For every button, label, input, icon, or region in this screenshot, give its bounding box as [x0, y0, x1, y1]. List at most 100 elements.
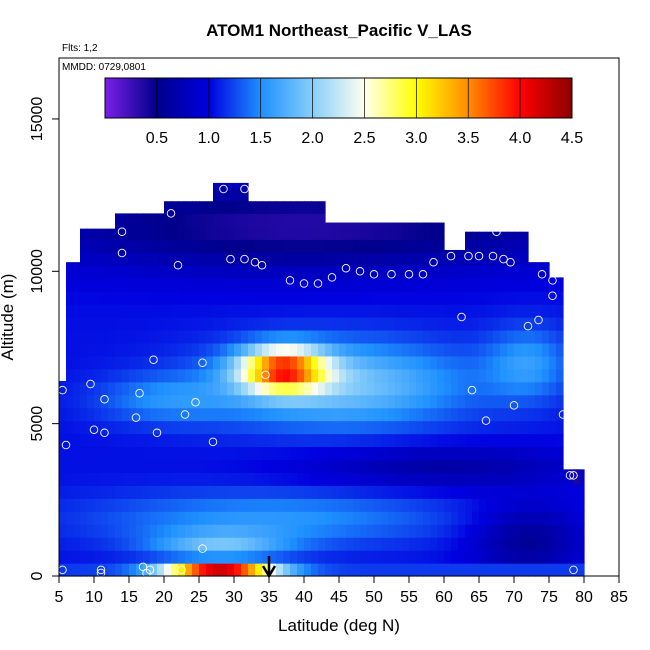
heatmap-cell	[157, 420, 165, 435]
heatmap-cell	[549, 524, 557, 538]
heatmap-cell	[150, 485, 158, 499]
heatmap-cell	[185, 524, 193, 538]
heatmap-cell	[234, 459, 242, 473]
heatmap-cell	[430, 550, 438, 564]
heatmap-cell	[171, 459, 179, 473]
heatmap-cell	[430, 485, 438, 499]
arrow-head	[261, 565, 277, 579]
heatmap-cell	[395, 355, 403, 370]
heatmap-cell	[283, 537, 291, 551]
heatmap-cell	[318, 342, 326, 357]
heatmap-cell	[220, 213, 228, 227]
heatmap-cell	[556, 329, 564, 344]
heatmap-cell	[241, 329, 249, 344]
heatmap-cell	[332, 524, 340, 538]
heatmap-cell	[381, 317, 389, 331]
heatmap-cell	[192, 213, 200, 227]
heatmap-cell	[213, 368, 221, 383]
heatmap-cell	[388, 485, 396, 499]
heatmap-cell	[486, 231, 494, 240]
heatmap-cell	[353, 394, 361, 409]
heatmap-cell	[248, 381, 256, 396]
heatmap-cell	[150, 252, 158, 266]
heatmap-cell	[542, 498, 550, 512]
heatmap-cell	[283, 433, 291, 448]
heatmap-cell	[171, 433, 179, 448]
heatmap-cell	[136, 213, 144, 227]
heatmap-cell	[395, 381, 403, 396]
heatmap-cell	[507, 498, 515, 512]
heatmap-cell	[563, 469, 571, 473]
heatmap-cell	[269, 265, 277, 279]
heatmap-cell	[556, 381, 564, 396]
heatmap-cell	[549, 472, 557, 486]
heatmap-cell	[423, 252, 431, 266]
heatmap-cell	[542, 278, 550, 292]
heatmap-cell	[318, 407, 326, 422]
heatmap-cell	[507, 459, 515, 473]
heatmap-cell	[535, 537, 543, 551]
heatmap-cell	[213, 329, 221, 344]
heatmap-cell	[563, 485, 571, 499]
heatmap-cell	[332, 329, 340, 344]
heatmap-cell	[367, 278, 375, 292]
heatmap-cell	[115, 252, 123, 266]
heatmap-cell	[577, 485, 585, 499]
heatmap-cell	[276, 329, 284, 344]
heatmap-cell	[143, 213, 151, 227]
heatmap-cell	[66, 420, 74, 435]
heatmap-cell	[542, 265, 550, 279]
heatmap-cell	[507, 239, 515, 253]
heatmap-cell	[108, 304, 116, 318]
heatmap-cell	[479, 485, 487, 499]
heatmap-cell	[458, 524, 466, 538]
observation-point	[369, 270, 379, 279]
heatmap-cell	[458, 420, 466, 435]
heatmap-cell	[80, 446, 88, 461]
heatmap-cell	[206, 342, 214, 357]
heatmap-cell	[444, 278, 452, 292]
heatmap-cell	[360, 498, 368, 512]
heatmap-cell	[269, 291, 277, 305]
heatmap-cell	[199, 446, 207, 461]
heatmap-cell	[381, 498, 389, 512]
heatmap-cell	[507, 485, 515, 499]
heatmap-cell	[353, 472, 361, 486]
heatmap-cell	[255, 226, 263, 240]
heatmap-cell	[269, 524, 277, 538]
heatmap-cell	[416, 304, 424, 318]
heatmap-cell	[108, 563, 116, 577]
heatmap-cell	[507, 446, 515, 461]
heatmap-cell	[297, 485, 305, 499]
heatmap-cell	[262, 304, 270, 318]
heatmap-cell	[493, 381, 501, 396]
heatmap-cell	[283, 304, 291, 318]
heatmap-cell	[507, 550, 515, 564]
heatmap-cell	[535, 433, 543, 448]
heatmap-cell	[227, 291, 235, 305]
heatmap-cell	[507, 342, 515, 357]
heatmap-cell	[122, 498, 130, 512]
heatmap-cell	[437, 329, 445, 344]
heatmap-cell	[136, 252, 144, 266]
heatmap-cell	[479, 433, 487, 448]
heatmap-cell	[332, 550, 340, 564]
heatmap-cell	[283, 368, 291, 383]
heatmap-cell	[402, 394, 410, 409]
heatmap-cell	[360, 420, 368, 435]
heatmap-cell	[73, 304, 81, 318]
heatmap-cell	[542, 407, 550, 422]
heatmap-cell	[234, 381, 242, 396]
heatmap-cell	[234, 239, 242, 253]
heatmap-cell	[122, 381, 130, 396]
heatmap-cell	[262, 433, 270, 448]
heatmap-cell	[409, 265, 417, 279]
heatmap-cell	[416, 278, 424, 292]
heatmap-cell	[381, 446, 389, 461]
heatmap-cell	[549, 537, 557, 551]
heatmap-cell	[87, 291, 95, 305]
heatmap-cell	[423, 459, 431, 473]
heatmap-cell	[283, 524, 291, 538]
heatmap-cell	[283, 278, 291, 292]
heatmap-cell	[416, 485, 424, 499]
